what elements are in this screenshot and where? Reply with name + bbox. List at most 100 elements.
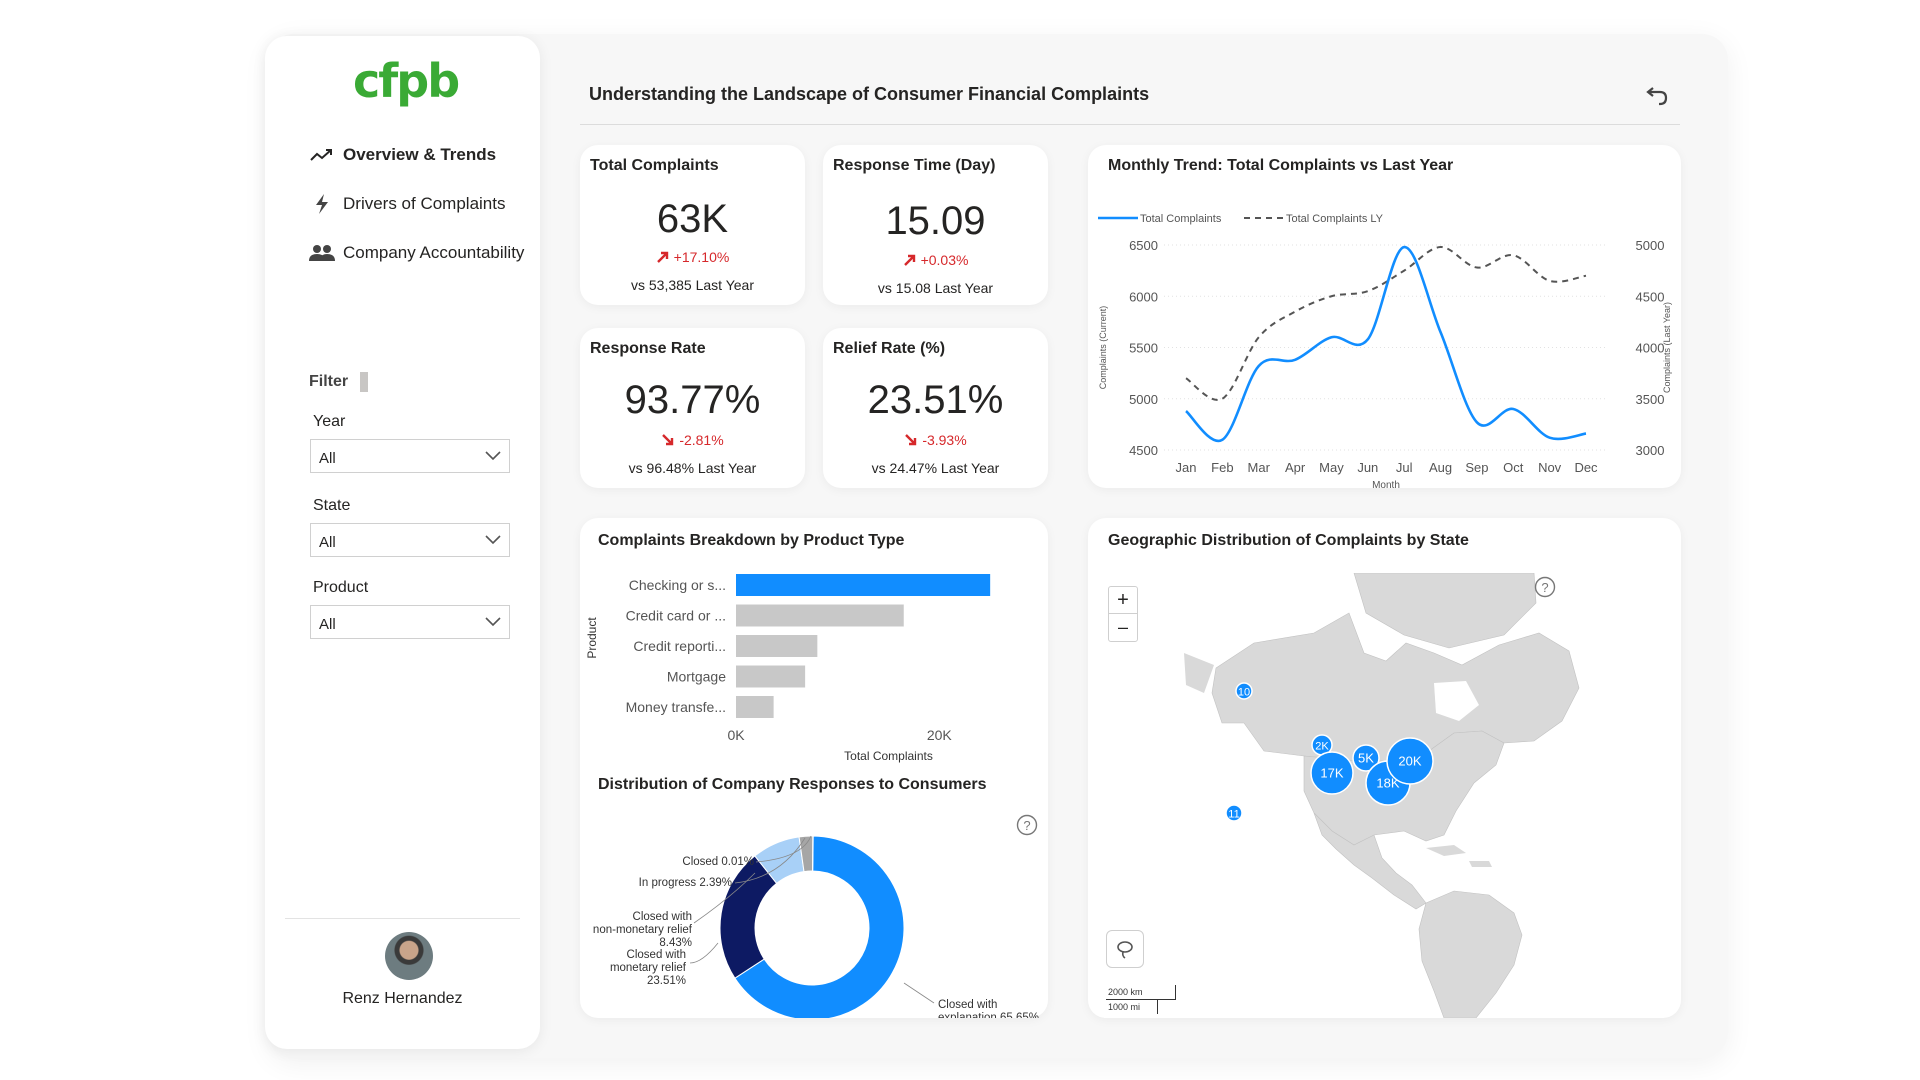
kpi-delta: +0.03% xyxy=(823,252,1048,268)
lasso-select-button[interactable] xyxy=(1106,930,1144,968)
series-line-last-year xyxy=(1185,246,1587,401)
leader-line xyxy=(734,837,806,884)
svg-text:?: ? xyxy=(1023,818,1030,833)
legend-label-last-year: Total Complaints LY xyxy=(1286,213,1384,225)
year-label: Year xyxy=(313,413,346,430)
help-icon[interactable]: ? xyxy=(1016,814,1038,841)
product-response-card: Complaints Breakdown by Product Type Che… xyxy=(580,518,1048,1018)
arrow-down-icon xyxy=(905,434,917,446)
legend-label-current: Total Complaints xyxy=(1140,213,1222,225)
page-title: Understanding the Landscape of Consumer … xyxy=(589,84,1150,104)
nav-item-company-accountability[interactable]: Company Accountability xyxy=(307,228,532,277)
map-bubble[interactable] xyxy=(1386,737,1434,785)
kpi-value: 15.09 xyxy=(885,199,986,243)
map-help-icon[interactable]: ? xyxy=(1534,576,1556,603)
trend-icon xyxy=(307,143,337,167)
nav-item-label: Company Accountability xyxy=(343,242,525,262)
x-tick-label: Dec xyxy=(1574,460,1598,475)
kpi-title: Total Complaints xyxy=(590,157,719,174)
canada-landmass xyxy=(1211,612,1580,762)
donut-slice[interactable] xyxy=(734,835,905,1018)
kpi-delta: -2.81% xyxy=(580,432,805,448)
map-bubble[interactable] xyxy=(1352,744,1380,772)
user-name: Renz Hernandez xyxy=(342,990,463,1007)
chevron-down-icon xyxy=(485,535,501,545)
kpi-delta: +17.10% xyxy=(580,249,805,265)
y2-tick-label: 5000 xyxy=(1636,238,1665,253)
y-tick-label: 5000 xyxy=(1129,392,1158,407)
nav-item-drivers[interactable]: Drivers of Complaints xyxy=(307,179,532,228)
greenland-landmass xyxy=(1353,573,1537,649)
sidebar: cfpb Overview & Trends Drivers of Compla… xyxy=(265,36,540,1049)
zoom-controls: + – xyxy=(1108,586,1138,642)
kpi-title: Relief Rate (%) xyxy=(833,340,946,357)
y-axis-title: Complaints (Current) xyxy=(1098,306,1108,390)
bar[interactable] xyxy=(736,604,904,627)
kpi-value: 63K xyxy=(656,197,729,241)
chevron-down-icon xyxy=(485,451,501,461)
hudson-bay xyxy=(1434,681,1479,721)
scale-mi: 1000 mi xyxy=(1106,1000,1158,1014)
y2-axis-title: Complaints (Last Year) xyxy=(1662,302,1672,393)
map-bubble-label: 5K xyxy=(1358,751,1374,766)
map-bubble-label: 10 xyxy=(1238,687,1250,699)
slice-label-in-progress: In progress 2.39% xyxy=(639,877,732,889)
bar[interactable] xyxy=(736,696,774,718)
map-bubble[interactable] xyxy=(1235,682,1253,700)
kpi-last-year: vs 15.08 Last Year xyxy=(877,280,994,296)
bar[interactable] xyxy=(736,665,806,688)
caribbean-islands xyxy=(1426,845,1492,867)
x-tick-label: Mar xyxy=(1248,460,1271,475)
x-tick-label: Apr xyxy=(1285,460,1306,475)
slice-label-non-monetary-relief: Closed with non-monetary relief 8.43% xyxy=(593,911,693,949)
nav-item-label: Drivers of Complaints xyxy=(343,193,506,213)
map-title: Geographic Distribution of Complaints by… xyxy=(1108,532,1469,549)
map-bubble-label: 11 xyxy=(1228,809,1239,821)
y2-tick-label: 3500 xyxy=(1636,392,1665,407)
leader-line xyxy=(689,942,719,964)
y-tick-label: 6000 xyxy=(1129,289,1158,304)
donut-slice[interactable] xyxy=(719,855,778,979)
chart-title: Monthly Trend: Total Complaints vs Last … xyxy=(1108,157,1454,174)
bar[interactable] xyxy=(736,635,818,657)
donut-slice[interactable] xyxy=(812,835,814,872)
zoom-out-button[interactable]: – xyxy=(1117,617,1128,637)
filter-heading: Filter xyxy=(309,372,369,392)
x-axis-title: Total Complaints xyxy=(844,749,933,763)
year-dropdown[interactable]: All xyxy=(310,439,510,473)
undo-icon[interactable] xyxy=(1645,82,1671,108)
arrow-up-icon xyxy=(656,251,668,263)
monthly-trend-card: Monthly Trend: Total Complaints vs Last … xyxy=(1088,145,1681,488)
x-tick-label: Feb xyxy=(1211,460,1233,475)
y-axis-title: Product xyxy=(585,617,599,659)
chart-title: Complaints Breakdown by Product Type xyxy=(598,532,905,549)
nav-item-overview-trends[interactable]: Overview & Trends xyxy=(307,130,532,179)
kpi-title: Response Rate xyxy=(590,340,706,357)
state-dropdown[interactable]: All xyxy=(310,523,510,557)
filter-marker xyxy=(360,372,369,392)
product-dropdown[interactable]: All xyxy=(310,605,510,639)
y2-tick-label: 4500 xyxy=(1636,289,1665,304)
bar-category-label: Money transfe... xyxy=(626,699,726,715)
x-tick-label: Jan xyxy=(1176,460,1197,475)
arrow-down-icon xyxy=(662,434,674,446)
x-tick-label: 20K xyxy=(927,727,953,743)
people-icon xyxy=(307,241,337,265)
leader-line xyxy=(903,982,935,1004)
product-label: Product xyxy=(313,579,369,596)
kpi-delta: -3.93% xyxy=(823,432,1048,448)
cfpb-logo: cfpb xyxy=(353,54,460,108)
map-bubble[interactable] xyxy=(1310,751,1354,795)
kpi-last-year: vs 53,385 Last Year xyxy=(631,277,754,293)
y-tick-label: 4500 xyxy=(1129,443,1158,458)
x-tick-label: Nov xyxy=(1538,460,1562,475)
bar[interactable] xyxy=(736,574,991,596)
map-bubble[interactable] xyxy=(1225,804,1243,822)
zoom-in-button[interactable]: + xyxy=(1109,587,1137,614)
nav-menu: Overview & Trends Drivers of Complaints … xyxy=(307,130,532,277)
header-divider xyxy=(580,124,1680,125)
x-tick-label: Aug xyxy=(1429,460,1452,475)
kpi-card-total-complaints: Total Complaints 63K +17.10% vs 53,385 L… xyxy=(580,145,805,305)
bar-category-label: Mortgage xyxy=(667,669,726,685)
